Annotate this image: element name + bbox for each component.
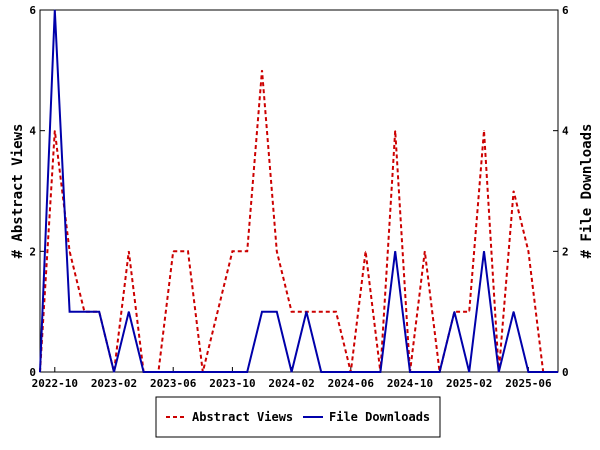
data-point-file-downloads-2023-02 [113,371,115,373]
data-point-abstract-views-2024-05 [335,311,337,313]
data-point-file-downloads-2022-09 [39,371,41,373]
series-line-abstract-views [39,70,558,373]
data-point-file-downloads-2022-12 [83,311,85,313]
data-point-file-downloads-2022-11 [69,311,71,313]
data-point-abstract-views-2024-07 [365,250,367,252]
data-point-file-downloads-2024-06 [350,371,352,373]
data-point-abstract-views-2023-03 [128,250,130,252]
y-tick-label-left-4: 4 [29,125,36,138]
data-point-file-downloads-2024-08 [379,371,381,373]
data-point-abstract-views-2023-11 [246,250,248,252]
x-tick-label-2024-10: 2024-10 [387,377,433,390]
data-point-file-downloads-2023-10 [231,371,233,373]
data-point-file-downloads-2024-04 [320,371,322,373]
legend-box [155,396,441,438]
data-point-file-downloads-2025-08 [557,371,559,373]
x-tick-label-2025-06: 2025-06 [505,377,552,390]
data-point-file-downloads-2023-09 [217,371,219,373]
data-point-abstract-views-2024-09 [394,130,396,132]
data-point-file-downloads-2025-04 [498,371,500,373]
data-point-file-downloads-2024-07 [365,371,367,373]
data-point-file-downloads-2024-03 [305,311,307,313]
left-axis-title: # Abstract Views [10,124,26,259]
x-tick-label-2023-02: 2023-02 [91,377,137,390]
data-point-file-downloads-2024-10 [409,371,411,373]
legend: Abstract Views File Downloads [155,396,441,438]
data-point-file-downloads-2025-06 [527,371,529,373]
data-point-file-downloads-2023-08 [202,371,204,373]
series-layer [39,9,559,373]
data-point-file-downloads-2025-05 [513,311,515,313]
y-tick-label-right-6: 6 [562,4,569,17]
data-point-file-downloads-2023-05 [157,371,159,373]
data-point-file-downloads-2023-01 [98,311,100,313]
data-point-file-downloads-2022-10 [54,9,56,11]
data-point-file-downloads-2023-12 [261,311,263,313]
right-y-axis: 0 2 4 6 [553,4,569,379]
y-tick-label-right-2: 2 [562,245,569,258]
x-tick-label-2023-10: 2023-10 [209,377,255,390]
y-tick-label-right-0: 0 [562,366,569,379]
data-point-abstract-views-2024-11 [424,250,426,252]
data-point-file-downloads-2024-09 [394,250,396,252]
data-point-file-downloads-2023-07 [187,371,189,373]
data-point-abstract-views-2023-10 [231,250,233,252]
y-tick-label-left-0: 0 [29,366,36,379]
data-point-abstract-views-2023-07 [187,250,189,252]
x-tick-label-2024-02: 2024-02 [268,377,314,390]
data-point-abstract-views-2023-12 [261,69,263,71]
data-point-abstract-views-2024-04 [320,311,322,313]
data-point-file-downloads-2024-12 [439,371,441,373]
legend-label-abstract-views: Abstract Views [192,410,293,424]
x-tick-label-2023-06: 2023-06 [150,377,197,390]
data-point-file-downloads-2023-03 [128,311,130,313]
data-point-abstract-views-2023-06 [172,250,174,252]
x-tick-label-2024-06: 2024-06 [328,377,375,390]
data-point-file-downloads-2025-03 [483,250,485,252]
data-point-abstract-views-2025-03 [483,130,485,132]
data-point-file-downloads-2024-11 [424,371,426,373]
data-point-file-downloads-2023-04 [143,371,145,373]
data-point-abstract-views-2022-11 [69,250,71,252]
legend-label-file-downloads: File Downloads [329,410,430,424]
data-point-abstract-views-2024-02 [291,311,293,313]
data-point-file-downloads-2025-07 [542,371,544,373]
y-tick-label-left-2: 2 [29,245,36,258]
data-point-file-downloads-2024-02 [291,371,293,373]
data-point-file-downloads-2023-06 [172,371,174,373]
right-axis-title: # File Downloads [579,124,595,259]
data-point-abstract-views-2025-02 [468,311,470,313]
data-point-file-downloads-2024-01 [276,311,278,313]
data-point-abstract-views-2025-06 [527,250,529,252]
plot-frame [39,9,559,373]
data-point-abstract-views-2023-09 [217,311,219,313]
data-point-file-downloads-2024-05 [335,371,337,373]
data-point-file-downloads-2025-02 [468,371,470,373]
data-point-abstract-views-2024-01 [276,250,278,252]
y-tick-label-left-6: 6 [29,4,36,17]
data-point-file-downloads-2025-01 [453,311,455,313]
data-point-abstract-views-2022-10 [54,130,56,132]
y-tick-label-right-4: 4 [562,125,569,138]
x-tick-label-2022-10: 2022-10 [32,377,78,390]
x-tick-label-2025-02: 2025-02 [446,377,492,390]
series-line-file-downloads [39,9,558,373]
data-point-file-downloads-2023-11 [246,371,248,373]
data-point-abstract-views-2025-05 [513,190,515,192]
